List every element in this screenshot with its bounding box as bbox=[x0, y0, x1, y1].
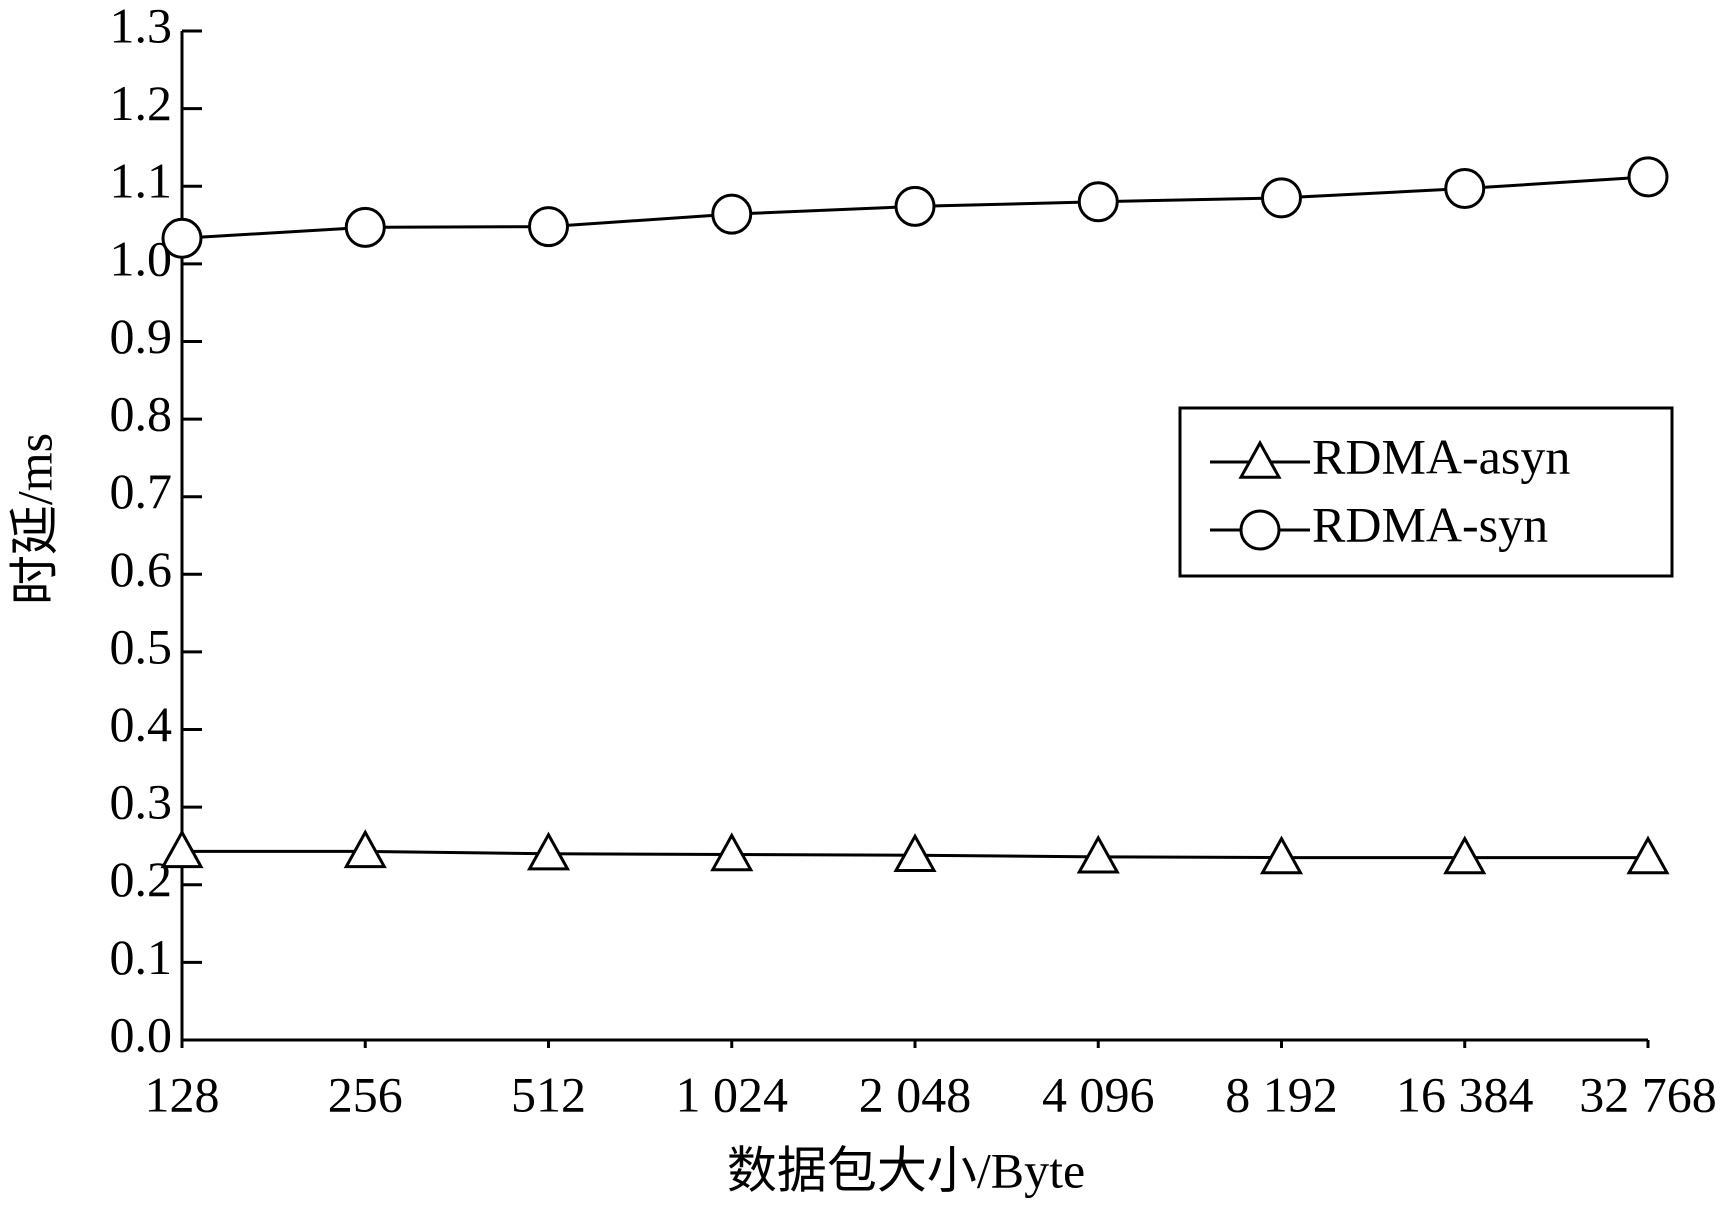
y-tick-label: 0.7 bbox=[110, 463, 173, 519]
y-tick-label: 1.2 bbox=[110, 75, 173, 131]
marker bbox=[711, 193, 753, 235]
y-tick-label: 0.5 bbox=[110, 618, 173, 674]
x-tick-label: 1 024 bbox=[676, 1066, 789, 1122]
marker bbox=[1259, 835, 1304, 875]
x-tick-label: 4 096 bbox=[1042, 1066, 1155, 1122]
marker bbox=[1626, 835, 1670, 875]
x-tick-label: 2 048 bbox=[859, 1066, 972, 1122]
marker bbox=[894, 185, 936, 227]
x-tick-label: 512 bbox=[511, 1066, 586, 1122]
legend-label: RDMA-asyn bbox=[1312, 428, 1570, 484]
marker bbox=[1627, 156, 1669, 198]
marker bbox=[1444, 168, 1486, 210]
marker bbox=[161, 217, 203, 259]
y-tick-label: 1.3 bbox=[110, 0, 173, 53]
y-tick-label: 1.1 bbox=[110, 153, 173, 209]
x-tick-label: 16 384 bbox=[1396, 1066, 1534, 1122]
marker bbox=[1239, 509, 1281, 551]
y-tick-label: 0.2 bbox=[110, 851, 173, 907]
marker bbox=[160, 829, 204, 869]
legend-label: RDMA-syn bbox=[1312, 496, 1548, 552]
marker bbox=[1443, 835, 1487, 875]
y-axis-label: 时延/ms bbox=[6, 433, 62, 605]
marker bbox=[344, 206, 386, 248]
marker bbox=[528, 206, 569, 248]
x-tick-label: 32 768 bbox=[1579, 1066, 1717, 1122]
x-tick-label: 8 192 bbox=[1225, 1066, 1338, 1122]
marker bbox=[1076, 834, 1120, 874]
y-tick-label: 0.4 bbox=[110, 696, 173, 752]
x-tick-label: 128 bbox=[145, 1066, 220, 1122]
marker bbox=[526, 831, 571, 871]
y-tick-label: 0.8 bbox=[110, 386, 173, 442]
y-tick-label: 0.0 bbox=[110, 1006, 173, 1062]
marker bbox=[1077, 181, 1119, 223]
y-tick-label: 0.1 bbox=[110, 929, 173, 985]
y-tick-label: 0.3 bbox=[110, 774, 173, 830]
x-axis-label: 数据包大小/Byte bbox=[727, 1142, 1085, 1198]
x-tick-label: 256 bbox=[328, 1066, 403, 1122]
marker bbox=[710, 832, 754, 872]
marker bbox=[1261, 177, 1302, 219]
y-tick-label: 0.6 bbox=[110, 541, 173, 597]
marker bbox=[343, 829, 387, 869]
y-tick-label: 0.9 bbox=[110, 308, 173, 364]
marker bbox=[893, 833, 937, 872]
marker bbox=[1238, 439, 1282, 479]
